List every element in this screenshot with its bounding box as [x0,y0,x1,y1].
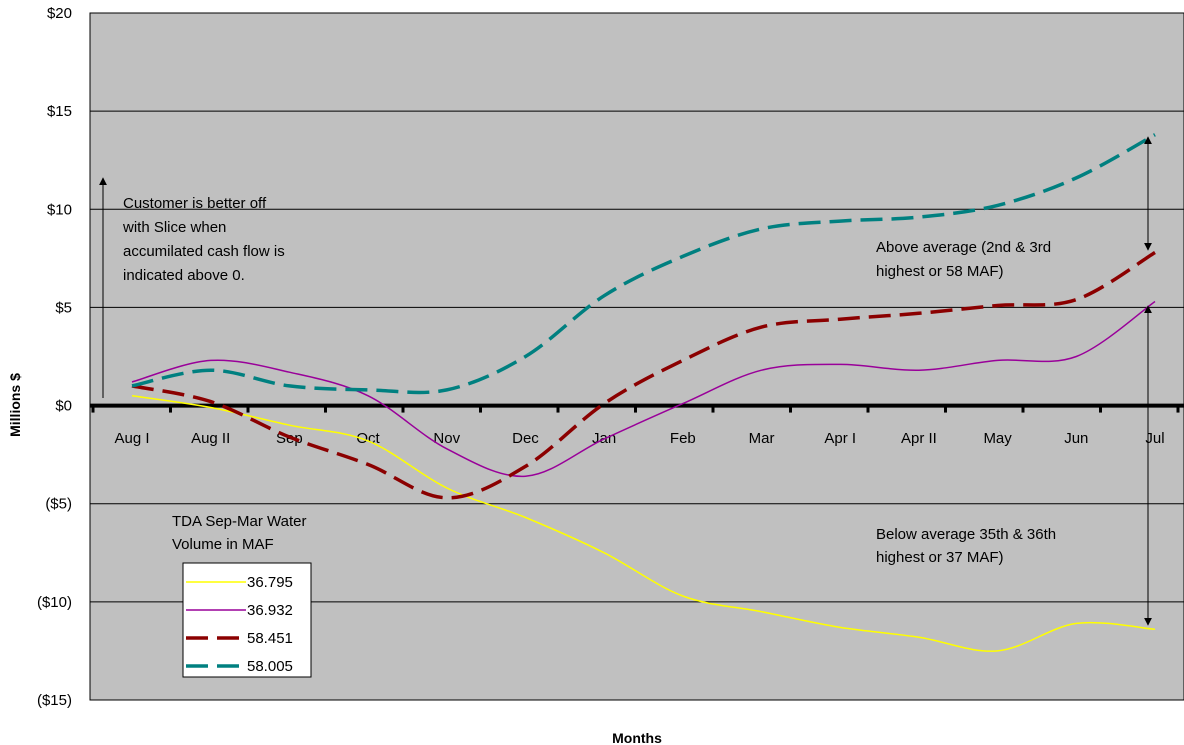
x-tick-label: Nov [433,430,460,447]
legend: 36.795 36.932 58.451 58.005 [186,574,293,675]
x-tick-label: Aug I [114,430,149,447]
legend-label: 36.932 [247,602,293,619]
y-axis-title: Millions $ [7,373,23,437]
x-tick-label: Aug II [191,430,230,447]
x-tick-label: Dec [512,430,539,447]
annotation-better-off: Customer is better off with Slice when acc… [122,195,285,284]
y-axis-labels: $20 $15 $10 $5 $0 ($5) ($10) ($15) [37,5,72,709]
series-lines [131,133,1156,652]
y-tick-label: $15 [47,103,72,120]
x-axis-title: Months [612,730,662,745]
x-tick-label: Feb [670,430,696,447]
series-line-36-932 [131,300,1156,477]
y-tick-label: $5 [55,299,72,316]
y-tick-label: ($5) [45,496,72,513]
legend-label: 36.795 [247,574,293,591]
x-tick-label: Oct [356,430,380,447]
series-line-36-795 [131,395,1156,652]
series-line-58-005 [131,133,1156,395]
zero-axis [90,403,1184,413]
y-tick-label: $10 [47,201,72,218]
x-tick-label: Mar [749,430,775,447]
x-tick-label: May [983,430,1012,447]
legend-title: TDA Sep-Mar Water Volume in MAF [172,513,306,553]
x-tick-label: Apr I [824,430,856,447]
x-tick-label: Apr II [901,430,937,447]
y-tick-label: ($10) [37,594,72,611]
y-tick-label: $0 [55,398,72,415]
x-tick-label: Jun [1064,430,1088,447]
legend-label: 58.451 [247,630,293,647]
y-tick-label: $20 [47,5,72,22]
annotation-below-average: Below average 35th & 36th highest or 37 M… [876,526,1056,566]
grid-lines [90,110,1184,603]
annotation-above-average: Above average (2nd & 3rd highest or 58 MA… [876,239,1051,280]
y-tick-label: ($15) [37,692,72,709]
legend-label: 58.005 [247,658,293,675]
